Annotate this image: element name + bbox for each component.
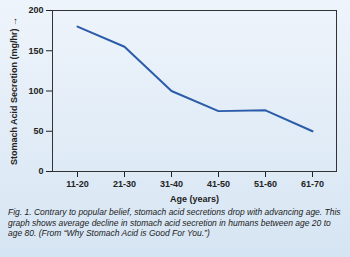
svg-text:Age (years): Age (years) [170,194,219,204]
svg-text:0: 0 [38,166,43,176]
svg-text:21-30: 21-30 [113,179,136,189]
svg-text:100: 100 [28,86,43,96]
svg-text:41-50: 41-50 [207,179,230,189]
svg-text:11-20: 11-20 [66,179,89,189]
svg-text:Stomach Acid Secretion (mg/hr): Stomach Acid Secretion (mg/hr) → [9,17,19,165]
svg-text:150: 150 [28,46,43,56]
svg-text:31-40: 31-40 [160,179,183,189]
svg-text:50: 50 [33,126,43,136]
svg-text:61-70: 61-70 [301,179,324,189]
svg-text:200: 200 [28,5,43,15]
svg-text:51-60: 51-60 [254,179,277,189]
html-text:Fig. 1. Contrary to popular be: Fig. 1. Contrary to popular belief, stom… [8,207,341,238]
